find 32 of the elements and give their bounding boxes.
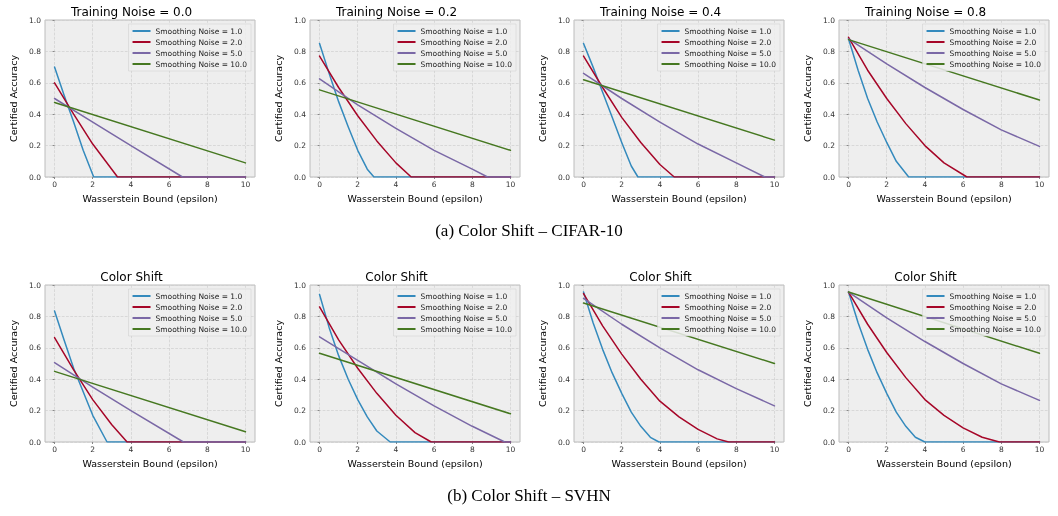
chart-title: Training Noise = 0.2: [334, 5, 457, 19]
chart-title: Color Shift: [629, 270, 692, 284]
chart-title: Training Noise = 0.0: [69, 5, 193, 19]
line-series: [53, 97, 247, 178]
y-axis-title: Certified Accuracy: [536, 319, 548, 407]
y-axis-title: Certified Accuracy: [7, 319, 19, 407]
y-axis-title: Certified Accuracy: [272, 319, 283, 407]
x-axis-title: Wasserstein Bound (epsilon): [346, 457, 483, 469]
chart-title: Color Shift: [364, 270, 428, 284]
x-axis-title: Wasserstein Bound (epsilon): [611, 192, 747, 204]
chart-title: Color Shift: [893, 270, 957, 284]
text: (b) Color Shift – SVHN: [447, 486, 611, 505]
x-axis-title: Wasserstein Bound (epsilon): [875, 192, 1012, 204]
x-axis-title: Wasserstein Bound (epsilon): [82, 457, 218, 469]
text: (a) Color Shift – CIFAR-10: [435, 221, 623, 240]
line-series: [318, 78, 511, 178]
y-axis-title: Certified Accuracy: [7, 54, 19, 142]
line-series: [53, 361, 247, 443]
y-axis-title: Certified Accuracy: [801, 54, 812, 142]
x-axis-title: Wasserstein Bound (epsilon): [611, 457, 747, 469]
chart-title: Training Noise = 0.4: [598, 5, 722, 19]
chart-title: Color Shift: [100, 270, 163, 284]
line-series: [847, 291, 1040, 402]
y-axis-title: Certified Accuracy: [272, 54, 283, 142]
chart-title: Training Noise = 0.8: [863, 5, 986, 19]
y-axis-title: Certified Accuracy: [536, 54, 548, 142]
x-axis-title: Wasserstein Bound (epsilon): [346, 192, 483, 204]
y-axis-title: Certified Accuracy: [801, 319, 812, 407]
line-series: [847, 38, 1040, 148]
x-axis-title: Wasserstein Bound (epsilon): [875, 457, 1012, 469]
x-axis-title: Wasserstein Bound (epsilon): [82, 192, 218, 204]
line-series: [318, 336, 511, 443]
